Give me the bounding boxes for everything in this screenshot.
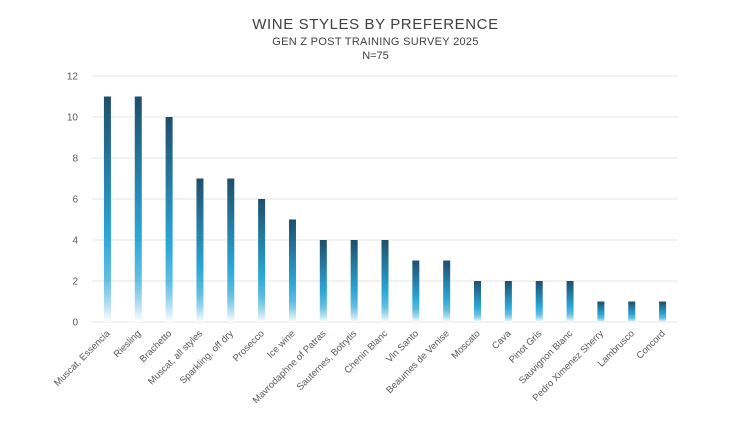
chart-sample-size: N=75	[362, 50, 389, 62]
bar	[134, 96, 142, 322]
bar	[288, 219, 296, 322]
bar	[443, 260, 451, 322]
bar	[597, 301, 605, 322]
x-tick-label: Prosecco	[231, 328, 267, 364]
bar	[504, 281, 512, 322]
y-tick-label: 12	[67, 72, 79, 83]
bar	[227, 178, 235, 322]
bar	[319, 240, 327, 322]
bar	[412, 260, 420, 322]
bar	[381, 240, 389, 322]
y-tick-label: 8	[72, 154, 78, 165]
y-axis: 0 2 4 6 8 10 12	[67, 72, 79, 329]
x-tick-label: Cava	[490, 328, 514, 352]
bar	[350, 240, 358, 322]
y-tick-label: 6	[72, 195, 78, 206]
bar	[258, 199, 266, 322]
x-tick-label: Muscat, Essencia	[52, 328, 113, 389]
chart-subtitle: GEN Z POST TRAINING SURVEY 2025	[272, 36, 479, 48]
bar	[196, 178, 204, 322]
x-axis: Muscat, Essencia RieslingBrachettoMuscat,…	[52, 328, 668, 406]
bar	[628, 301, 636, 322]
x-tick-label: Concord	[635, 328, 668, 361]
x-tick-label: Moscato	[449, 328, 482, 361]
bar	[165, 117, 173, 322]
y-tick-label: 10	[67, 113, 79, 124]
y-tick-label: 4	[72, 236, 78, 247]
x-tick-label: Sparkling, off dry	[178, 328, 236, 386]
chart-titles: WINE STYLES BY PREFERENCE GEN Z POST TRA…	[0, 16, 751, 63]
x-tick-label: Sauvignon Blanc	[517, 328, 575, 386]
bar	[535, 281, 543, 322]
y-tick-label: 0	[72, 318, 78, 329]
chart-title: WINE STYLES BY PREFERENCE	[252, 16, 499, 33]
x-tick-label: Muscat, all styles	[146, 328, 205, 387]
bar	[474, 281, 482, 322]
bar	[566, 281, 574, 322]
bar	[103, 96, 111, 322]
bar	[659, 301, 667, 322]
bars	[103, 96, 667, 322]
y-tick-label: 2	[72, 277, 78, 288]
